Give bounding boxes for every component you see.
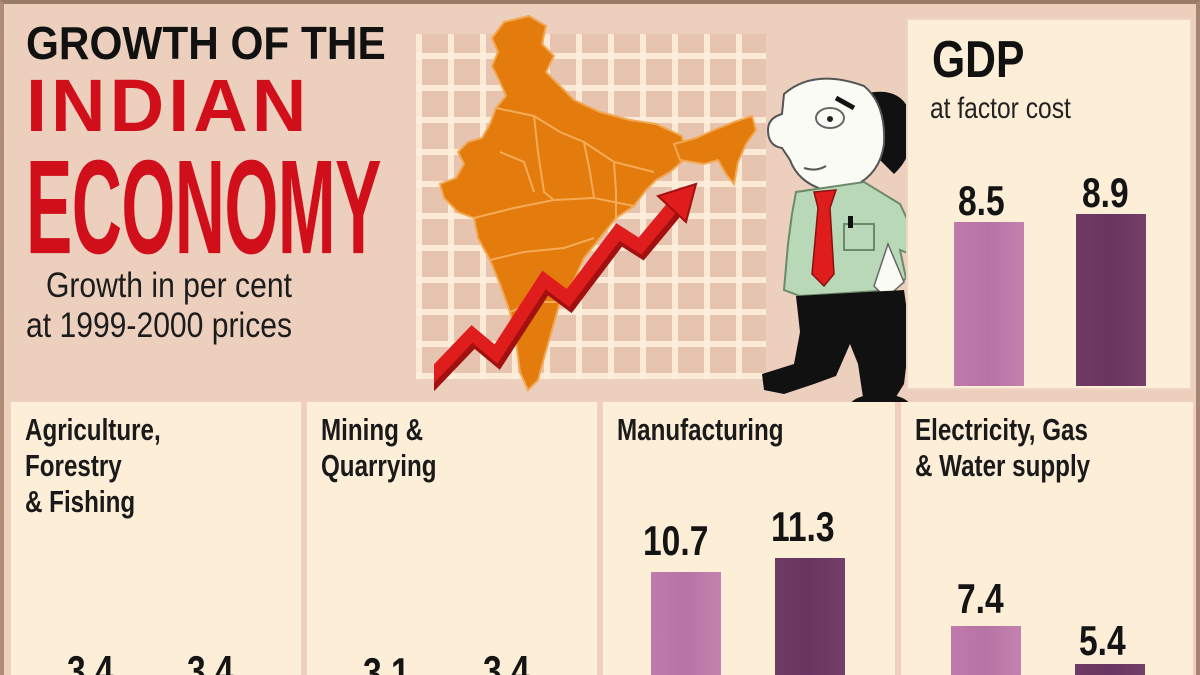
gdp-bar-1 [954,222,1024,386]
agriculture-title: Agriculture, Forestry & Fishing [25,412,161,519]
gdp-title: GDP [932,31,1025,89]
electricity-panel: Electricity, Gas & Water supply 7.4 5.4 [898,402,1196,675]
manufacturing-bar-2 [775,558,845,675]
agriculture-value-2: 3.4 [187,647,234,675]
electricity-value-1: 7.4 [957,575,1004,622]
gdp-subtitle: at factor cost [930,92,1071,125]
agriculture-panel: Agriculture, Forestry & Fishing 3.4 3.4 [8,402,304,675]
title-line-2: INDIAN [26,64,311,147]
mining-title: Mining & Quarrying [321,412,437,483]
cartoon-man-icon [762,77,920,418]
title-line-3: ECONOMY [26,133,381,283]
growth-arrow-icon [434,182,698,392]
manufacturing-title: Manufacturing [617,412,784,447]
gdp-bar-2 [1076,214,1146,386]
gdp-value-1: 8.5 [958,177,1005,224]
subtitle-line-1: Growth in per cent [46,266,292,305]
electricity-title: Electricity, Gas & Water supply [915,412,1091,483]
title-line-1: GROWTH OF THE [26,17,386,69]
electricity-bar-1 [951,626,1021,675]
electricity-value-2: 5.4 [1079,617,1126,664]
manufacturing-panel: Manufacturing 10.7 11.3 [600,402,898,675]
manufacturing-bar-1 [651,572,721,675]
mining-value-2: 3.4 [483,647,530,675]
gdp-panel: GDP at factor cost 8.5 8.9 [906,18,1192,390]
india-map-icon [434,14,758,392]
manufacturing-value-2: 11.3 [771,503,835,550]
agriculture-value-1: 3.4 [67,647,114,675]
gdp-value-2: 8.9 [1082,169,1129,216]
manufacturing-value-1: 10.7 [643,517,709,564]
mining-value-1: 3.1 [363,649,410,675]
mining-panel: Mining & Quarrying 3.1 3.4 [304,402,600,675]
electricity-bar-2 [1075,664,1145,675]
title-block: GROWTH OF THE INDIAN ECONOMY Growth in p… [26,18,406,346]
subtitle-line-2: at 1999-2000 prices [26,306,293,345]
